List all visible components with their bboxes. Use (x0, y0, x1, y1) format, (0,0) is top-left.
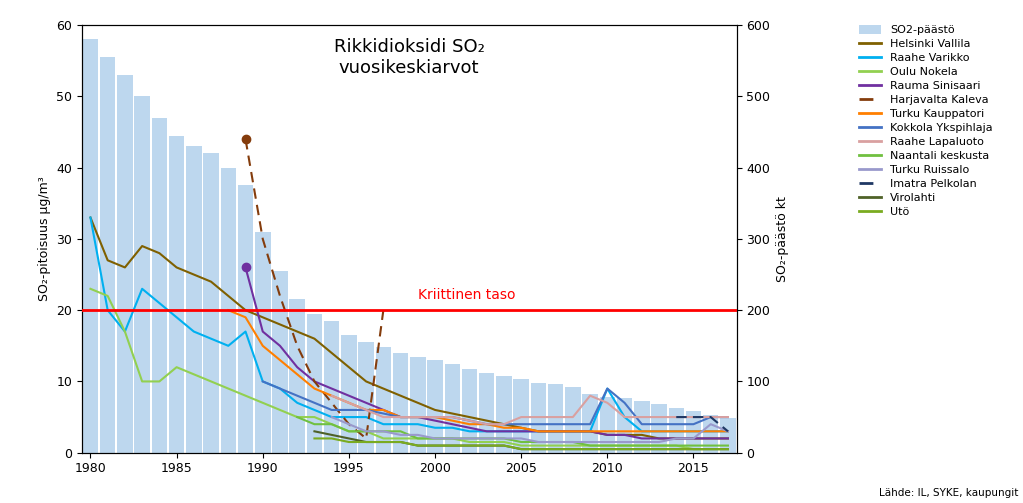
Bar (83, 39, 98, 453)
Bar (358, 342, 373, 453)
Bar (565, 387, 581, 453)
Bar (186, 146, 202, 453)
Bar (221, 167, 236, 453)
Bar (496, 376, 512, 453)
Bar (599, 397, 615, 453)
Bar (685, 411, 701, 453)
Bar (652, 404, 667, 453)
Bar (169, 136, 184, 453)
Bar (703, 415, 718, 453)
Bar (151, 118, 167, 453)
Text: Lähde: IL, SYKE, kaupungit: Lähde: IL, SYKE, kaupungit (879, 488, 1018, 498)
Bar (100, 57, 116, 453)
Bar (272, 271, 287, 453)
Y-axis label: SO₂-pitoisuus μg/m³: SO₂-pitoisuus μg/m³ (38, 177, 50, 301)
Bar (324, 321, 340, 453)
Bar (410, 357, 426, 453)
Legend: SO2-päästö, Helsinki Vallila, Raahe Varikko, Oulu Nokela, Rauma Sinisaari, Harja: SO2-päästö, Helsinki Vallila, Raahe Vari… (854, 21, 997, 222)
Bar (479, 373, 494, 453)
Bar (375, 347, 391, 453)
Bar (461, 369, 478, 453)
Bar (134, 97, 150, 453)
Bar (118, 75, 133, 453)
Y-axis label: SO₂-päästö kt: SO₂-päästö kt (775, 196, 789, 282)
Bar (204, 153, 219, 453)
Bar (548, 384, 564, 453)
Bar (393, 353, 408, 453)
Bar (720, 418, 736, 453)
Bar (617, 398, 632, 453)
Bar (341, 335, 357, 453)
Bar (237, 186, 254, 453)
Bar (531, 383, 546, 453)
Bar (428, 360, 443, 453)
Text: Kriittinen taso: Kriittinen taso (417, 288, 516, 302)
Bar (634, 401, 650, 453)
Bar (445, 364, 460, 453)
Bar (582, 394, 597, 453)
Bar (514, 379, 529, 453)
Bar (255, 232, 270, 453)
Bar (668, 408, 684, 453)
Text: Rikkidioksidi SO₂
vuosikeskiarvot: Rikkidioksidi SO₂ vuosikeskiarvot (333, 38, 485, 77)
Bar (307, 314, 322, 453)
Bar (290, 299, 305, 453)
